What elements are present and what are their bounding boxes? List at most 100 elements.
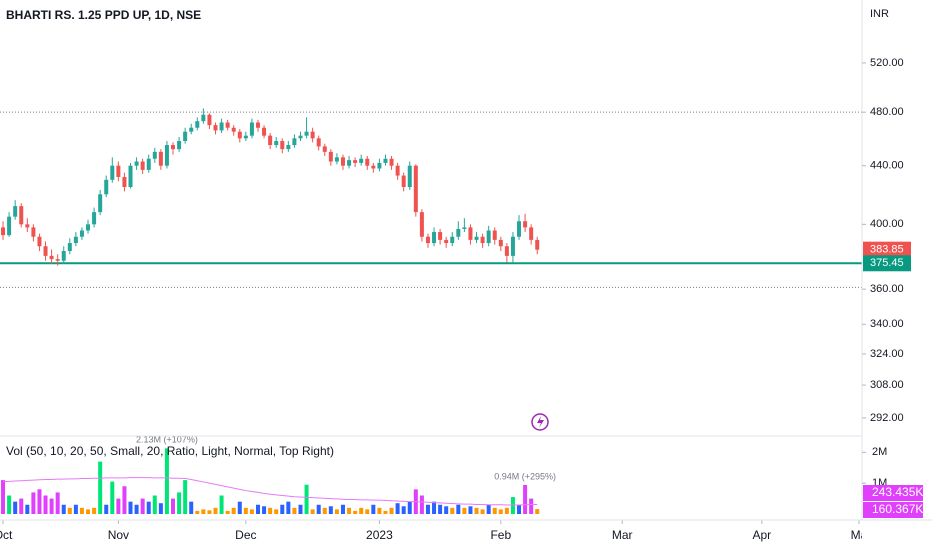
volume-bar <box>116 498 121 514</box>
volume-bar <box>347 507 352 514</box>
volume-bar <box>249 509 254 514</box>
candle-body <box>486 230 491 244</box>
volume-bar <box>7 495 12 514</box>
candle-body <box>407 165 412 188</box>
candle-body <box>529 227 534 240</box>
last-price-label: 383.85 <box>870 244 904 256</box>
candle-body <box>146 158 151 170</box>
volume-bar <box>322 507 327 514</box>
volume-bar <box>37 489 42 514</box>
candle-body <box>134 161 139 166</box>
candle-body <box>480 236 485 244</box>
volume-bar <box>231 507 236 514</box>
volume-bar <box>201 509 206 514</box>
candle-body <box>334 157 339 162</box>
volume-bar <box>92 507 97 514</box>
volume-bar <box>286 501 291 514</box>
volume-bar <box>243 507 248 514</box>
candle-body <box>492 230 497 240</box>
candle-body <box>328 151 333 162</box>
candle-body <box>31 227 36 237</box>
volume-bar <box>462 507 467 514</box>
volume-bar <box>49 498 54 514</box>
volume-bar <box>79 507 84 514</box>
candle-body <box>152 151 157 159</box>
candle-body <box>13 206 18 217</box>
volume-bar <box>377 507 382 514</box>
volume-bar <box>444 506 449 514</box>
annotation: 0.94M (+295%) <box>494 471 556 481</box>
last-price-label-box <box>863 241 911 258</box>
candle-body <box>116 165 121 177</box>
volume-label: 243.435K <box>872 485 923 499</box>
volume-bar <box>316 504 321 514</box>
candle-body <box>316 138 321 147</box>
volume-ma-line <box>3 477 538 506</box>
candle-body <box>67 243 72 252</box>
candle-body <box>140 161 145 170</box>
volume-bar <box>517 504 522 514</box>
event-icon-bolt <box>537 416 544 428</box>
volume-bar <box>158 503 163 514</box>
candle-body <box>438 232 443 240</box>
volume-bar <box>164 448 169 514</box>
candle-body <box>61 251 66 261</box>
candle-body <box>353 160 358 163</box>
x-tick-label: Mar <box>612 528 633 542</box>
candle-body <box>171 145 176 150</box>
candle-body <box>213 125 218 131</box>
candle-body <box>304 131 309 136</box>
candle-body <box>219 122 224 131</box>
x-tick-label: Dec <box>235 528 256 542</box>
volume-bar <box>67 507 72 514</box>
candle-body <box>523 221 528 228</box>
x-tick-label: Apr <box>752 528 771 542</box>
volume-bar <box>274 509 279 514</box>
volume-label-box <box>863 502 923 518</box>
level-label-box <box>863 255 911 272</box>
y-tick-label: 480.00 <box>870 106 904 118</box>
candle-body <box>419 212 424 237</box>
volume-bar <box>268 507 273 514</box>
candle-body <box>401 175 406 188</box>
candle-body <box>231 127 236 132</box>
volume-bar <box>213 507 218 514</box>
candle-body <box>189 127 194 132</box>
candle-body <box>389 158 394 166</box>
volume-bar <box>450 507 455 514</box>
candle-body <box>468 227 473 240</box>
candle-body <box>310 131 315 139</box>
volume-bar <box>492 507 497 514</box>
candle-body <box>183 131 188 142</box>
volume-bar <box>128 501 133 514</box>
candle-body <box>371 165 376 169</box>
volume-bar <box>523 485 528 514</box>
candle-body <box>225 122 230 128</box>
candle-body <box>450 236 455 244</box>
volume-bar <box>438 504 443 514</box>
y-tick-label: 520.00 <box>870 57 904 69</box>
volume-bar <box>401 506 406 514</box>
y-tick-label: 440.00 <box>870 160 904 172</box>
event-icon[interactable] <box>531 413 549 431</box>
volume-bar <box>31 492 36 514</box>
volume-bar <box>334 509 339 514</box>
volume-bar <box>486 504 491 514</box>
volume-bar <box>98 461 103 514</box>
candle-body <box>73 236 78 244</box>
candle-body <box>425 236 430 244</box>
candle-body <box>122 176 127 188</box>
volume-bar <box>304 484 309 514</box>
y-tick-label: 340.00 <box>870 318 904 330</box>
candle-body <box>249 122 254 136</box>
candle-body <box>517 221 522 237</box>
candle-body <box>298 135 303 139</box>
volume-bar <box>237 501 242 514</box>
y-tick-label: 308.00 <box>870 379 904 391</box>
candle-body <box>25 224 30 228</box>
candle-body <box>164 145 169 166</box>
candle-body <box>395 165 400 176</box>
candle-body <box>104 179 109 195</box>
candle-body <box>1 227 6 236</box>
candle-body <box>79 230 84 237</box>
